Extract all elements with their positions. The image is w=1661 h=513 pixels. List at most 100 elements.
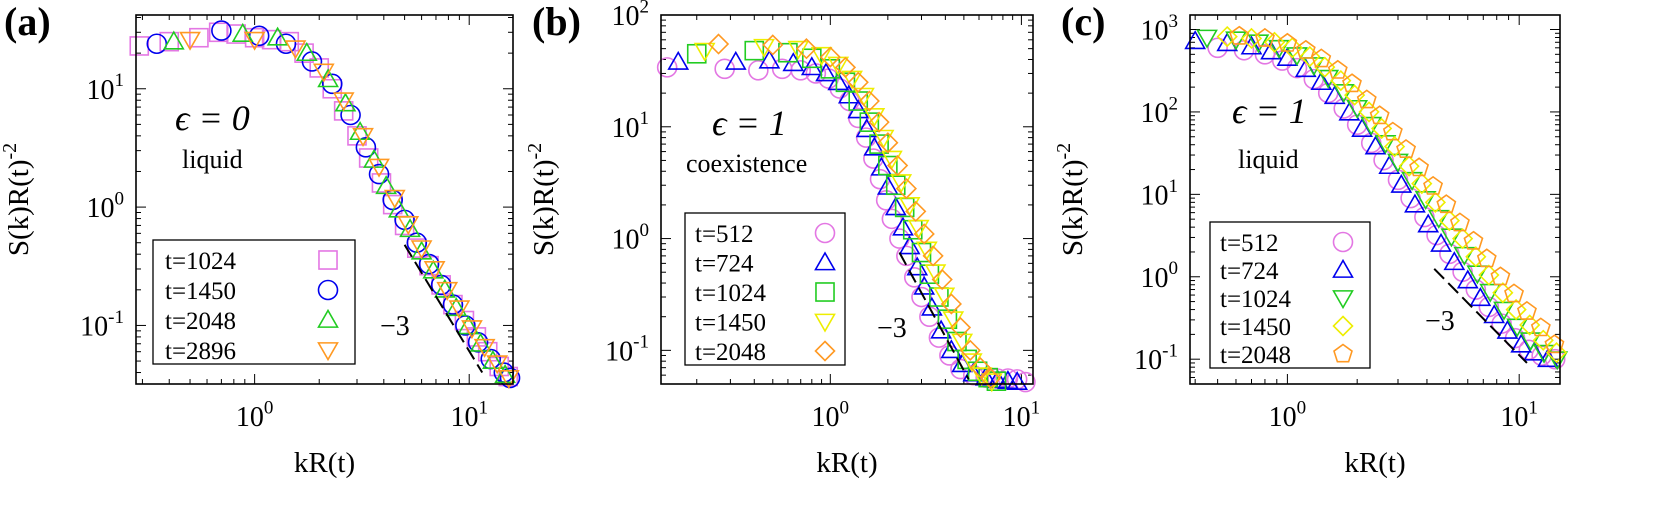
data-point [469,332,492,352]
data-point [1229,25,1250,45]
data-point [940,293,962,315]
data-point [433,278,456,298]
plot-frame [660,14,1034,385]
x-tick-label-exp: 0 [1297,397,1307,418]
y-tick-label: 102 [611,0,649,32]
data-point [312,63,335,83]
data-point [1483,304,1506,324]
annotation-phase: liquid [182,145,243,174]
data-point [913,275,936,295]
data-point [129,36,150,56]
data-point [890,174,913,194]
annotation-epsilon: ϵ = 1 [712,103,787,143]
y-tick-label-exp: -1 [1162,341,1178,362]
y-tick-label: 100 [86,188,124,224]
data-point [284,40,307,60]
slope-guide-line [898,252,970,380]
data-point [423,261,446,281]
data-point [1254,27,1275,47]
x-tick-label-exp: 1 [1528,397,1538,418]
legend-entry-label: t=2048 [165,308,236,335]
legend-marker [1332,315,1354,337]
y-axis-label-exp: -2 [0,143,21,160]
y-tick-label-exp: 2 [639,0,649,17]
y-tick-label-exp: 3 [1168,11,1178,32]
x-tick-label-base: 10 [812,402,840,433]
data-point [1196,29,1218,49]
series-t=2896 [179,31,520,390]
minor-ticks [1190,15,1560,385]
data-point [800,56,823,76]
y-tick-label: 10-1 [1134,341,1178,377]
legend-entry-label: t=1024 [165,248,237,275]
data-point [834,56,857,79]
legend-marker [1332,231,1354,253]
series-t=2048 [707,33,1002,390]
data-point [911,286,932,308]
slope-guide-line [1433,268,1528,364]
data-point [368,163,390,185]
data-point [266,26,289,46]
legend-marker [814,340,836,362]
legend-entry-label: t=2896 [165,338,236,365]
y-tick-label-base: 10 [1140,98,1168,129]
data-point [787,40,810,60]
data-point [859,112,880,132]
data-point [1427,209,1450,229]
legend-marker [1332,258,1354,278]
legend-entry-label: t=512 [695,221,754,248]
panel-label: (a) [4,0,51,44]
data-point [1216,25,1238,48]
data-point [1449,212,1470,232]
y-tick-label: 10-1 [605,332,649,368]
data-point [1327,59,1348,79]
data-point [1369,105,1390,125]
data-point [1430,232,1452,252]
y-tick-label: 103 [1140,11,1178,47]
data-point [1443,251,1466,271]
data-point [355,137,377,158]
data-point [368,158,390,178]
x-tick-label-base: 10 [236,402,264,433]
data-point [461,320,483,340]
data-point [1390,173,1413,193]
data-point [1240,35,1263,55]
slope-label: −3 [1425,306,1455,337]
x-tick-label: 101 [1500,397,1538,433]
data-point [1438,209,1461,232]
data-point [1281,37,1303,59]
x-tick-label-base: 10 [1500,402,1528,433]
data-point [915,241,938,261]
data-point [847,71,869,93]
data-point [758,49,781,69]
data-point [1277,32,1298,52]
legend-marker [815,282,835,302]
data-point [1469,287,1492,307]
data-point [1311,48,1332,68]
data-point [913,223,935,245]
data-point [394,215,415,236]
y-tick-label-base: 10 [611,113,639,144]
y-tick-label: 101 [1140,176,1178,212]
x-tick-label-base: 10 [450,402,478,433]
y-tick-label: 102 [1140,93,1178,129]
data-point [334,92,357,112]
data-point [436,281,459,301]
data-point [878,155,898,176]
slope-label: −3 [877,313,907,344]
legend-box [1209,221,1371,369]
data-point [146,33,168,55]
data-point [753,38,775,58]
legend-marker [317,308,339,328]
x-axis-label: kR(t) [816,447,877,479]
data-point [970,367,993,387]
data-point [877,132,899,154]
y-tick-label-exp: 1 [1168,176,1178,197]
data-point [332,92,355,112]
data-point [1510,333,1533,353]
